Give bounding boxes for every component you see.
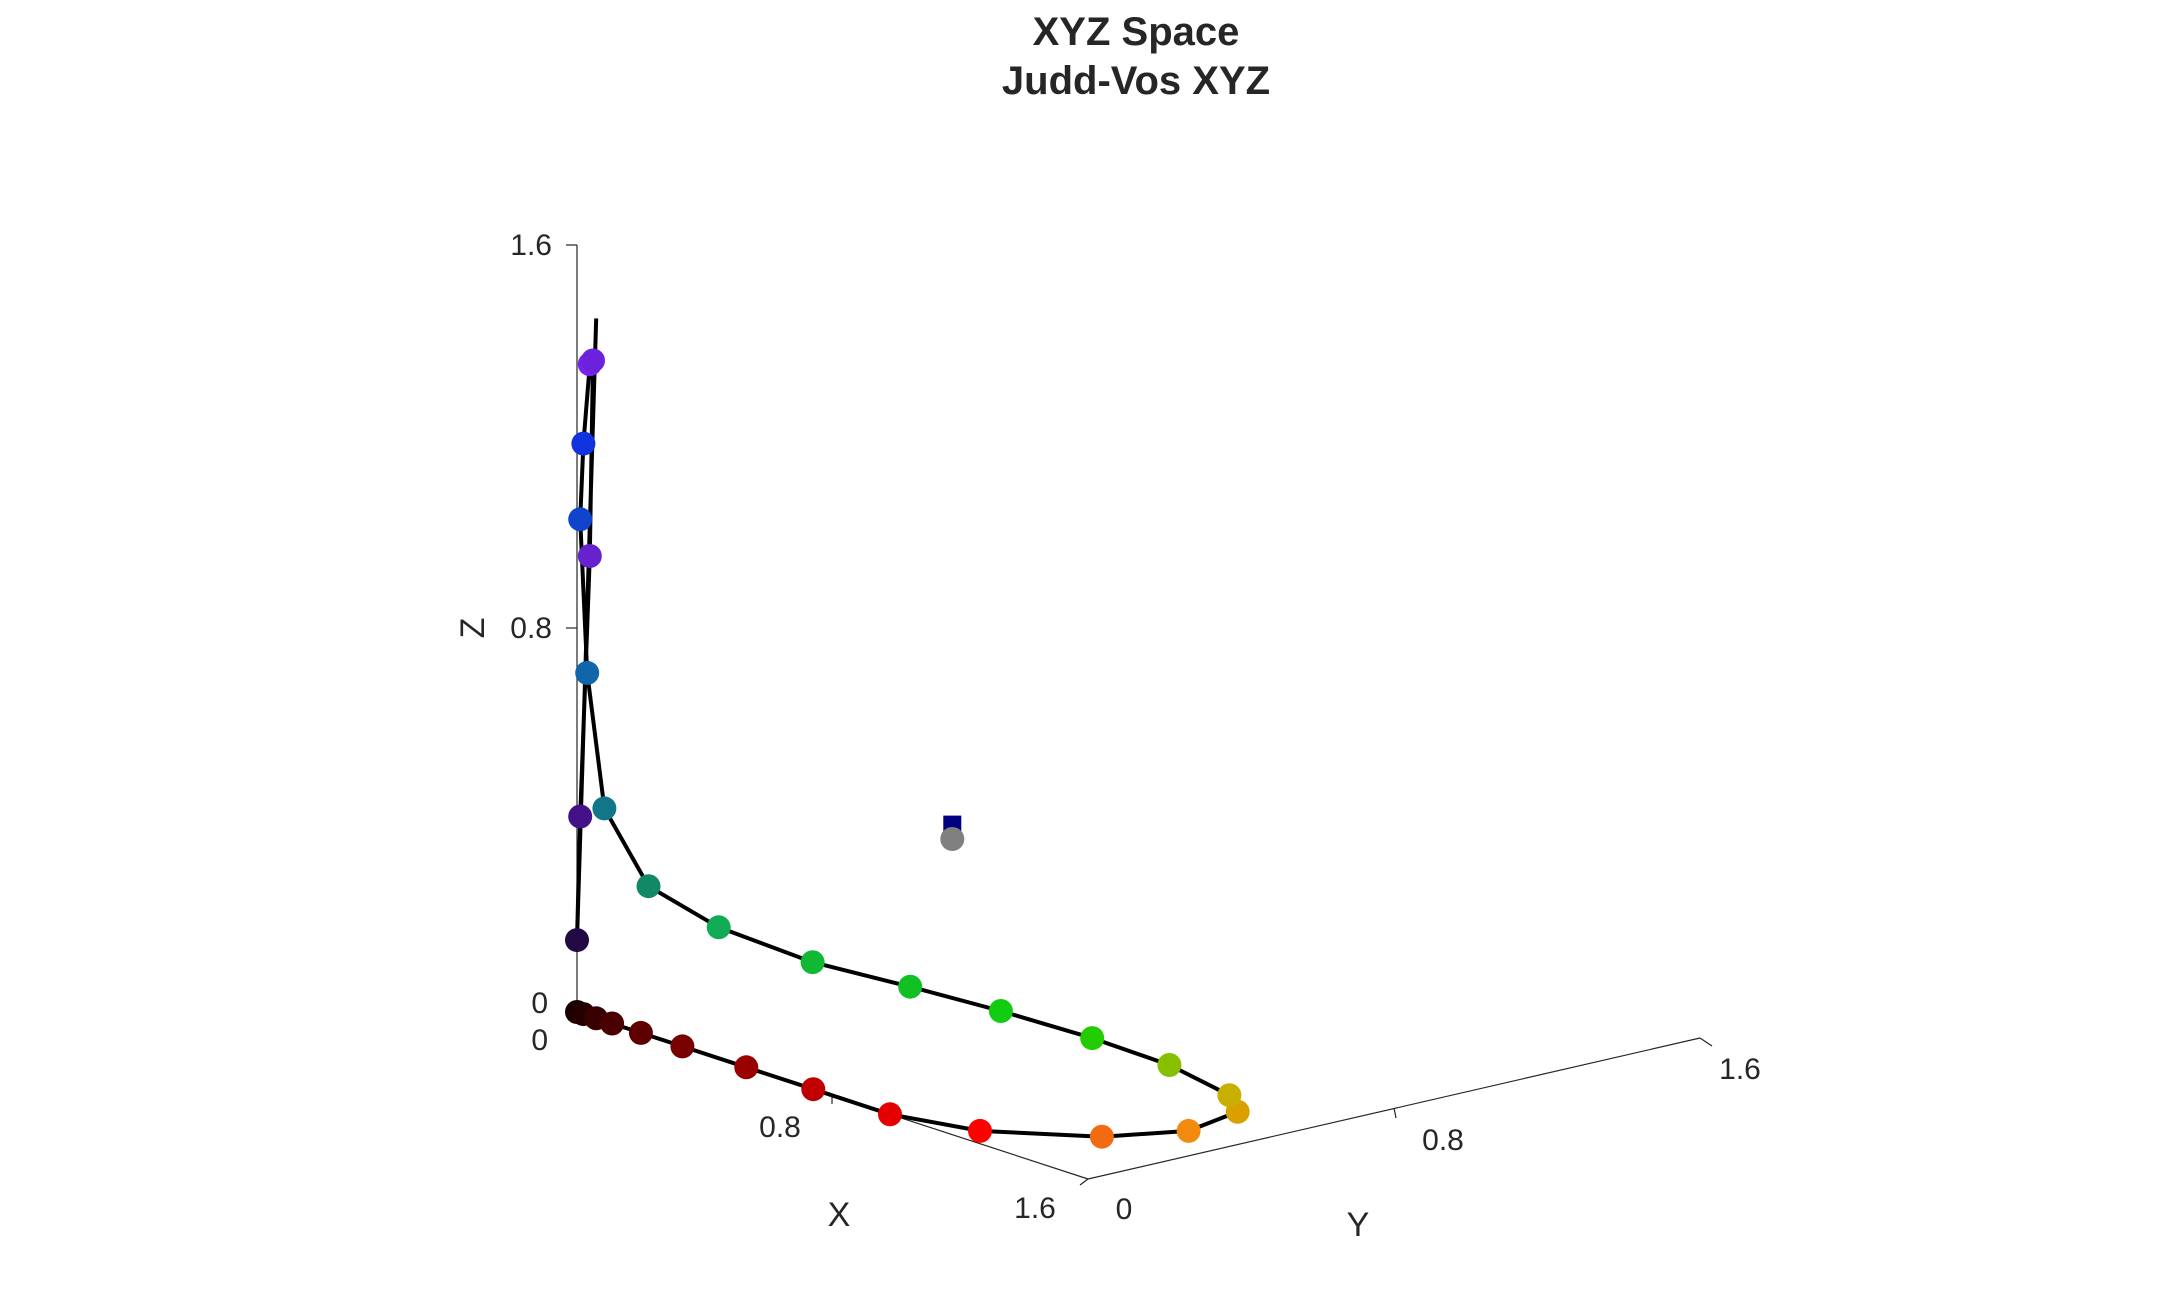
locus-point-16 [988, 999, 1013, 1023]
locus-point-10 [1089, 1124, 1114, 1149]
y-tick-label-0: 0 [1116, 1193, 1133, 1226]
locus-point-11 [1176, 1118, 1201, 1143]
z-axis-label: Z [454, 618, 492, 639]
x-tick-label-0.8: 0.8 [759, 1111, 801, 1144]
y-tick-1.6 [1699, 1037, 1713, 1047]
z-tick-label-0.8: 0.8 [510, 612, 552, 645]
locus-point-17 [898, 974, 923, 999]
chart-title-line-2: Judd-Vos XYZ [1002, 59, 1270, 103]
locus-point-8 [878, 1102, 902, 1127]
locus-point-19 [706, 915, 731, 940]
locus-point-18 [800, 950, 825, 975]
locus-point-15 [1080, 1026, 1105, 1051]
plot-area [565, 318, 1250, 1149]
x-tick-label-0: 0 [531, 1024, 548, 1057]
locus-point-7 [801, 1077, 826, 1102]
locus-point-22 [575, 660, 600, 685]
locus-point-3 [600, 1011, 625, 1036]
locus-point-20 [636, 874, 661, 899]
y-tick-label-1.6: 1.6 [1719, 1053, 1761, 1086]
locus-point-28 [568, 804, 593, 829]
locus-point-27 [577, 544, 602, 568]
z-tick-label-0: 0 [531, 987, 548, 1020]
locus-point-26 [581, 348, 605, 373]
locus-point-4 [628, 1020, 653, 1045]
locus-point-29 [565, 928, 589, 953]
y-tick-0.8 [1393, 1107, 1397, 1119]
axes: 1.6 0.8 0 0 0.8 1.6 0 0.8 1.6 X Y Z [454, 229, 1761, 1244]
locus-point-23 [568, 507, 593, 532]
locus-point-6 [734, 1055, 759, 1080]
x-tick-label-1.6: 1.6 [1014, 1192, 1056, 1225]
y-tick-label-0.8: 0.8 [1422, 1124, 1464, 1157]
locus-point-5 [670, 1034, 695, 1059]
x-axis-label: X [828, 1196, 851, 1234]
spectrum-locus-line [575, 318, 1240, 1139]
x-tick-1.6 [1079, 1178, 1089, 1186]
locus-point-24 [571, 431, 596, 456]
y-axis-label: Y [1347, 1206, 1370, 1244]
z-tick-label-1.6: 1.6 [510, 229, 552, 262]
locus-point-13 [1217, 1083, 1242, 1108]
chart-title-line-1: XYZ Space [1033, 10, 1240, 54]
locus-point-14 [1157, 1053, 1182, 1077]
locus-point-9 [968, 1118, 992, 1143]
locus-point-21 [592, 796, 617, 821]
reference-circle-marker [940, 827, 965, 851]
